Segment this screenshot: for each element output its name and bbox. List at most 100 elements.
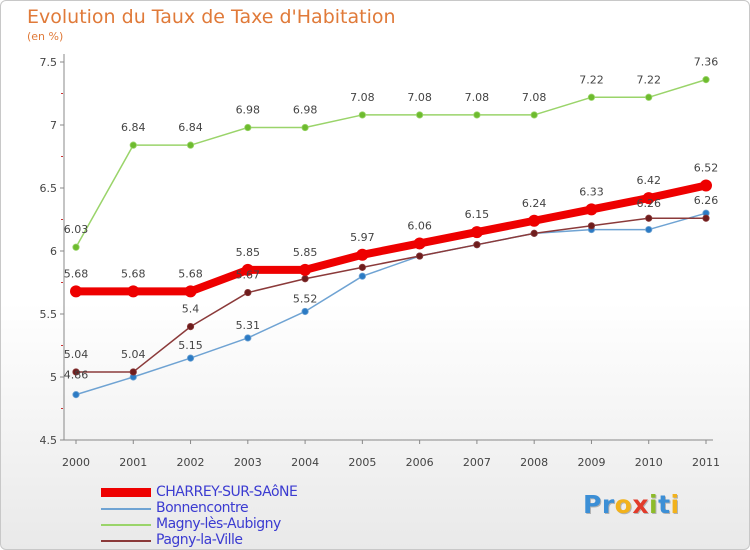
data-point [473, 111, 481, 119]
data-label: 7.22 [579, 73, 604, 86]
data-point [473, 241, 481, 249]
data-point [301, 123, 309, 132]
data-point [413, 237, 426, 250]
data-point [645, 93, 653, 101]
line-chart: 4.5 5 5.5 6 6.5 7 7.5 2000 2001 2002 2003 2004 2005 2… [40, 54, 720, 469]
data-label: 5.68 [178, 267, 203, 280]
series-line-2 [75, 78, 707, 248]
legend-swatch-magny [101, 524, 151, 526]
x-tick-label: 2009 [577, 456, 605, 469]
logo-letter: i [649, 490, 659, 519]
logo-letter: r [601, 490, 615, 519]
data-label: 5.52 [293, 292, 318, 305]
data-label: 6.03 [64, 223, 89, 236]
logo-letter: x [632, 490, 649, 519]
legend-label-pagny: Pagny-la-Ville [156, 532, 243, 548]
data-label: 6.98 [293, 104, 318, 117]
data-point [642, 192, 655, 205]
x-tick-label: 2005 [348, 456, 376, 469]
data-label: 5.31 [236, 319, 261, 332]
data-label: 5.4 [182, 303, 200, 316]
data-label: 7.08 [522, 91, 547, 104]
legend-label-charrey: CHARREY-SUR-SAôNE [156, 484, 298, 500]
x-tick-label: 2004 [291, 456, 319, 469]
data-point [301, 307, 309, 316]
data-label: 5.68 [64, 267, 89, 280]
y-tick-label: 6 [50, 245, 57, 258]
logo-letter: P [583, 490, 602, 519]
y-tick-label: 5.5 [40, 308, 58, 321]
data-point [72, 243, 80, 251]
data-point [72, 391, 80, 399]
logo-letter: o [614, 490, 633, 519]
series-line-0 [72, 181, 710, 296]
x-tick-label: 2001 [119, 456, 147, 469]
data-label: 6.15 [465, 208, 490, 221]
legend-swatch-charrey [101, 488, 151, 497]
y-tick-label: 6.5 [40, 182, 58, 195]
data-label: 5.97 [350, 231, 375, 244]
data-point [702, 76, 710, 84]
chart-title: Evolution du Taux de Taxe d'Habitation [27, 6, 396, 28]
data-point [299, 263, 312, 276]
logo-letter: i [670, 490, 680, 519]
data-point [129, 368, 137, 376]
legend-label-magny: Magny-lès-Aubigny [156, 516, 281, 532]
data-point [184, 285, 197, 298]
data-label: 7.36 [694, 56, 719, 69]
data-label: 7.22 [636, 73, 661, 86]
data-label: 6.42 [636, 174, 661, 187]
proxiti-logo: Proxiti [583, 490, 680, 519]
data-point [72, 368, 80, 376]
data-label: 7.08 [465, 91, 490, 104]
x-tick-label: 2002 [177, 456, 205, 469]
data-label: 6.84 [121, 121, 146, 134]
data-point [358, 272, 366, 280]
data-point [702, 214, 710, 222]
data-point [358, 263, 366, 271]
data-label: 4.86 [64, 369, 89, 382]
data-point [530, 111, 538, 119]
legend-swatch-pagny [101, 540, 151, 542]
y-tick-label: 7.5 [40, 56, 58, 69]
data-point [70, 285, 82, 298]
data-point [186, 141, 195, 149]
data-label: 5.67 [236, 269, 261, 282]
x-tick-label: 2007 [463, 456, 491, 469]
data-label: 6.06 [407, 219, 432, 232]
legend-swatch-bonnencontre [101, 508, 151, 510]
data-point [416, 252, 424, 260]
data-label: 5.85 [293, 246, 318, 259]
data-label: 6.33 [579, 185, 604, 198]
data-point [241, 263, 254, 276]
data-label: 5.04 [121, 348, 146, 361]
series-line-1 [75, 212, 707, 396]
x-tick-label: 2003 [234, 456, 262, 469]
x-tick-label: 2006 [406, 456, 434, 469]
x-tick-label: 2008 [520, 456, 548, 469]
data-point [585, 203, 598, 216]
data-label: 5.04 [64, 348, 89, 361]
data-point [301, 275, 309, 283]
data-point [530, 229, 538, 237]
x-tick-label: 2011 [692, 456, 720, 469]
y-tick-label: 5 [50, 371, 57, 384]
data-point [244, 123, 252, 132]
data-point [700, 179, 712, 192]
legend-label-bonnencontre: Bonnencontre [156, 500, 249, 516]
data-point [587, 93, 596, 101]
logo-letter: t [658, 490, 671, 519]
data-label: 6.24 [522, 197, 547, 210]
data-label: 7.08 [350, 91, 375, 104]
data-point [127, 285, 140, 298]
data-label: 5.68 [121, 267, 146, 280]
data-label: 6.84 [178, 121, 203, 134]
chart-subtitle: (en %) [27, 30, 64, 43]
data-point [645, 225, 653, 234]
data-point [186, 354, 195, 362]
data-label: 6.98 [236, 104, 261, 117]
series-line-3 [75, 217, 707, 373]
x-tick-label: 2010 [635, 456, 663, 469]
data-point [358, 111, 366, 119]
